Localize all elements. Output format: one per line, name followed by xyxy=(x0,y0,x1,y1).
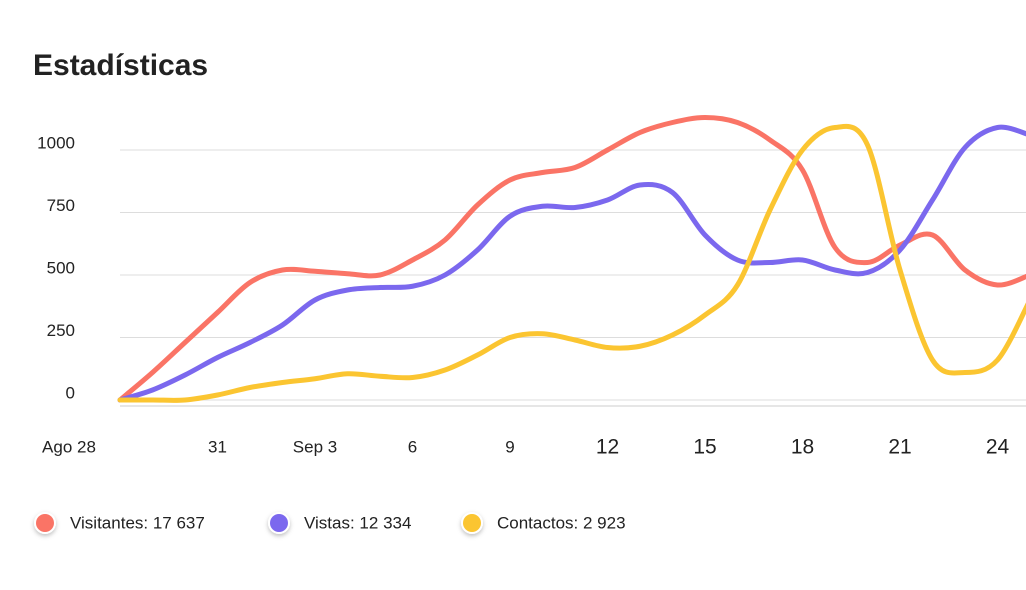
y-tick-label: 0 xyxy=(66,383,75,402)
x-tick-label: Ago 28 xyxy=(42,437,96,456)
chart-title: Estadísticas xyxy=(33,49,208,82)
y-tick-label: 500 xyxy=(47,258,75,277)
x-tick-label: 31 xyxy=(208,437,227,456)
legend-label: Contactos: 2 923 xyxy=(497,513,626,532)
x-tick-label: 21 xyxy=(888,436,911,459)
series-line xyxy=(117,123,1026,403)
x-tick-label: 12 xyxy=(596,436,619,459)
legend-label: Visitantes: 17 637 xyxy=(70,513,205,532)
x-tick-label: 15 xyxy=(693,436,716,459)
x-tick-label: 9 xyxy=(505,437,514,456)
legend-marker xyxy=(36,514,54,532)
x-tick-label: 6 xyxy=(408,437,417,456)
y-tick-label: 750 xyxy=(47,196,75,215)
y-tick-label: 1000 xyxy=(37,133,75,152)
y-tick-label: 250 xyxy=(47,321,75,340)
x-tick-label: 24 xyxy=(986,436,1010,459)
legend-label: Vistas: 12 334 xyxy=(304,513,411,532)
series-line xyxy=(117,115,1026,403)
legend-marker xyxy=(463,514,481,532)
x-tick-label: Sep 3 xyxy=(293,437,337,456)
series-line xyxy=(117,124,1026,403)
legend-marker xyxy=(270,514,288,532)
x-tick-label: 18 xyxy=(791,436,814,459)
